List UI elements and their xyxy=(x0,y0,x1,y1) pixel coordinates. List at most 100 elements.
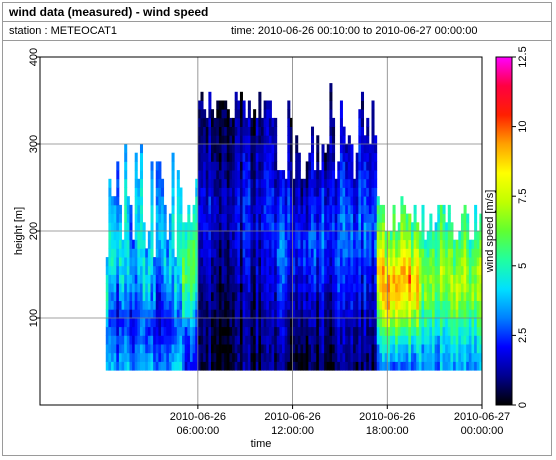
heatmap-cell xyxy=(347,161,351,171)
heatmap-cell xyxy=(139,196,144,206)
heatmap-cell xyxy=(184,222,188,232)
heatmap-cell xyxy=(466,326,470,336)
heatmap-cell xyxy=(313,361,317,371)
heatmap-cell xyxy=(182,318,186,328)
heatmap-cell xyxy=(371,265,375,275)
heatmap-cell xyxy=(221,344,225,354)
heatmap-cell xyxy=(426,231,430,241)
heatmap-cell xyxy=(400,274,404,284)
heatmap-cell xyxy=(384,318,388,328)
heatmap-cell xyxy=(221,300,225,310)
heatmap-cell xyxy=(303,361,307,371)
heatmap-cell xyxy=(287,170,291,180)
heatmap-cell xyxy=(287,248,291,258)
heatmap-cell xyxy=(318,291,322,301)
heatmap-cell xyxy=(326,265,330,275)
heatmap-cell xyxy=(118,222,122,232)
heatmap-cell xyxy=(287,283,291,293)
heatmap-cell xyxy=(161,283,165,293)
heatmap-cell xyxy=(318,222,322,232)
heatmap-cell xyxy=(108,222,112,232)
heatmap-cell xyxy=(350,257,354,267)
heatmap-cell xyxy=(337,239,341,249)
heatmap-cell xyxy=(453,335,457,345)
heatmap-cell xyxy=(139,161,144,171)
heatmap-cell xyxy=(376,309,380,319)
heatmap-cell xyxy=(437,274,441,284)
heatmap-cell xyxy=(326,204,330,214)
heatmap-cell xyxy=(205,222,209,232)
heatmap-cell xyxy=(413,318,417,328)
heatmap-cell xyxy=(258,187,262,197)
heatmap-cell xyxy=(139,222,144,232)
heatmap-cell xyxy=(237,144,241,154)
heatmap-cell xyxy=(189,257,193,267)
heatmap-cell xyxy=(313,274,317,284)
heatmap-cell xyxy=(374,300,378,310)
heatmap-cell xyxy=(295,204,299,214)
heatmap-cell xyxy=(329,161,333,171)
heatmap-cell xyxy=(239,170,243,180)
heatmap-cell xyxy=(208,161,212,171)
heatmap-cell xyxy=(413,344,417,354)
x-tick-label: 2010-06-26 xyxy=(170,411,226,423)
heatmap-cell xyxy=(237,344,241,354)
heatmap-cell xyxy=(234,170,238,180)
heatmap-cell xyxy=(166,300,170,310)
heatmap-cell xyxy=(389,352,393,362)
heatmap-cell xyxy=(321,248,325,258)
heatmap-cell xyxy=(192,248,196,258)
heatmap-cell xyxy=(121,274,125,284)
heatmap-cell xyxy=(300,318,304,328)
heatmap-cell xyxy=(471,309,475,319)
heatmap-cell xyxy=(182,326,186,336)
heatmap-cell xyxy=(253,318,257,328)
heatmap-cell xyxy=(250,239,254,249)
heatmap-cell xyxy=(455,265,459,275)
heatmap-cell xyxy=(360,170,365,180)
heatmap-cell xyxy=(329,126,333,136)
heatmap-cell xyxy=(211,361,215,371)
heatmap-cell xyxy=(232,291,236,301)
heatmap-cell xyxy=(263,248,267,258)
heatmap-cell xyxy=(374,283,378,293)
heatmap-cell xyxy=(242,309,246,319)
heatmap-cell xyxy=(179,318,183,328)
heatmap-cell xyxy=(437,222,441,232)
heatmap-cell xyxy=(182,257,186,267)
heatmap-cell xyxy=(255,291,259,301)
heatmap-cell xyxy=(403,361,407,371)
heatmap-cell xyxy=(179,222,183,232)
heatmap-cell xyxy=(360,161,365,171)
heatmap-cell xyxy=(161,239,165,249)
heatmap-cell xyxy=(400,231,404,241)
heatmap-cell xyxy=(150,300,154,310)
heatmap-cell xyxy=(258,239,262,249)
heatmap-cell xyxy=(187,291,191,301)
heatmap-cell xyxy=(137,231,141,241)
heatmap-cell xyxy=(274,170,278,180)
heatmap-cell xyxy=(292,361,296,371)
heatmap-cell xyxy=(132,352,136,362)
heatmap-cell xyxy=(155,178,159,188)
heatmap-cell xyxy=(447,239,451,249)
heatmap-cell xyxy=(208,274,212,284)
heatmap-cell xyxy=(347,239,351,249)
heatmap-cell xyxy=(237,222,241,232)
heatmap-cell xyxy=(111,204,115,214)
heatmap-cell xyxy=(442,239,446,249)
heatmap-cell xyxy=(197,344,201,354)
heatmap-cell xyxy=(424,326,428,336)
heatmap-cell xyxy=(176,196,180,206)
heatmap-cell xyxy=(121,239,125,249)
heatmap-cell xyxy=(139,291,144,301)
heatmap-cell xyxy=(321,335,325,345)
heatmap-cell xyxy=(308,196,312,206)
heatmap-cell xyxy=(395,265,399,275)
heatmap-cell xyxy=(116,344,120,354)
heatmap-cell xyxy=(187,204,191,214)
heatmap-cell xyxy=(316,309,320,319)
heatmap-cell xyxy=(474,283,478,293)
heatmap-cell xyxy=(253,239,257,249)
